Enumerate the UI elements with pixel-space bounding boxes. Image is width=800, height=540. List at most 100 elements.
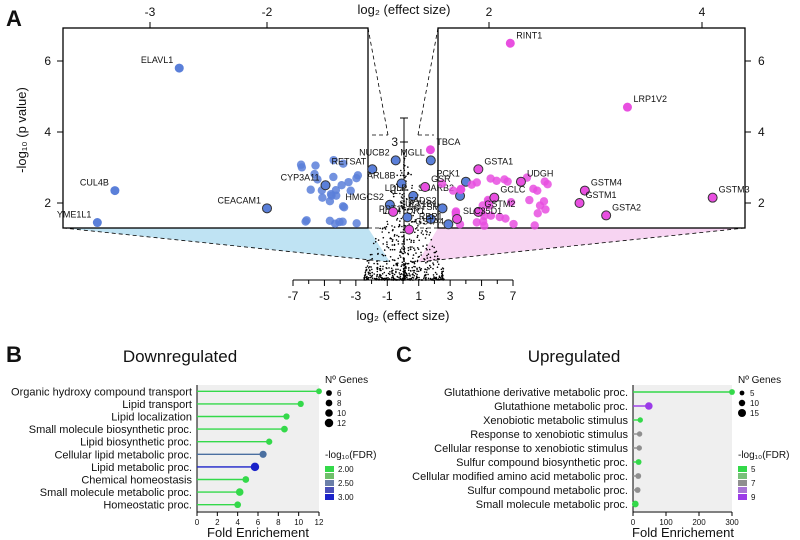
- center-point: [434, 271, 437, 274]
- center-point: [417, 256, 420, 258]
- center-point: [401, 247, 403, 249]
- center-point: [399, 275, 402, 278]
- center-point: [428, 268, 430, 270]
- down-point: [296, 160, 306, 169]
- x-tick-label: 0: [631, 518, 636, 527]
- center-point: [415, 252, 417, 254]
- center-point: [405, 274, 407, 277]
- center-point: [400, 169, 402, 172]
- center-point: [414, 266, 416, 268]
- center-point: [395, 239, 398, 241]
- center-point: [386, 223, 389, 225]
- center-point: [401, 252, 404, 255]
- bottom-tick-label: -3: [351, 289, 362, 303]
- panel-label-c: C: [396, 342, 412, 367]
- center-point: [398, 276, 400, 279]
- gene-label: GSTA1: [484, 156, 513, 166]
- center-point: [412, 269, 414, 272]
- legend-size-dot: [738, 399, 746, 407]
- center-point: [389, 271, 391, 273]
- center-point: [381, 277, 384, 279]
- center-point: [400, 231, 402, 234]
- down-point: [344, 177, 353, 187]
- center-point: [403, 250, 406, 253]
- center-point: [404, 262, 407, 265]
- center-point: [391, 240, 394, 243]
- gene-label: HMGCS2: [345, 192, 384, 202]
- center-point: [403, 269, 405, 271]
- center-point: [441, 267, 444, 269]
- center-point: [410, 221, 413, 223]
- bottom-axis-title: log₂ (effect size): [357, 308, 450, 323]
- center-point: [393, 234, 396, 236]
- lollipop-head: [316, 388, 322, 395]
- gene-point: [262, 203, 272, 214]
- panel-label-a: A: [6, 6, 22, 31]
- center-point: [410, 260, 412, 263]
- center-point: [386, 263, 388, 265]
- center-point: [417, 225, 419, 227]
- center-point: [402, 231, 404, 233]
- center-point: [369, 274, 371, 277]
- up-point: [472, 218, 481, 227]
- center-point: [431, 245, 434, 248]
- center-point: [395, 262, 398, 265]
- pathway-label: Homeostatic proc.: [103, 500, 192, 512]
- center-point: [403, 203, 406, 206]
- center-point: [416, 259, 419, 262]
- gene-label: NUCB2: [359, 147, 390, 157]
- center-point: [402, 257, 405, 259]
- center-point: [402, 263, 405, 265]
- legend-size-dot: [739, 390, 745, 396]
- center-point: [383, 249, 386, 251]
- center-point: [384, 212, 387, 214]
- pathway-label: Lipid metabolic proc.: [91, 462, 192, 474]
- center-point: [367, 262, 370, 264]
- pathway-label: Small molecule metabolic proc.: [476, 499, 628, 511]
- center-point: [365, 270, 367, 272]
- legend-size-dot: [325, 399, 333, 407]
- center-point: [419, 268, 422, 271]
- legend-color-swatch: [325, 494, 334, 500]
- center-point: [409, 248, 412, 250]
- connector-line: [417, 227, 746, 263]
- center-point: [385, 274, 388, 277]
- gene-point: [396, 178, 407, 189]
- center-point: [413, 239, 415, 242]
- center-point: [425, 271, 428, 274]
- center-point: [382, 243, 385, 245]
- center-point: [434, 277, 436, 279]
- pathway-label: Glutathione derivative metabolic proc.: [444, 387, 628, 399]
- gene-label-sotsm1: SOTSM1: [408, 202, 445, 212]
- center-point: [393, 273, 396, 276]
- center-point: [366, 275, 368, 278]
- center-point: [403, 159, 406, 161]
- pathway-label: Cellular lipid metabolic proc.: [54, 449, 192, 461]
- up-point: [533, 186, 542, 195]
- y-tick-label: 2: [44, 196, 51, 210]
- center-point: [424, 268, 426, 271]
- x-tick-label: 2: [215, 518, 220, 527]
- lollipop-head: [259, 450, 267, 458]
- center-point: [370, 266, 373, 268]
- center-point: [413, 269, 416, 272]
- center-point: [427, 277, 430, 280]
- center-point: [404, 251, 406, 254]
- center-point: [396, 264, 399, 267]
- center-point: [411, 184, 414, 187]
- center-point: [402, 240, 405, 243]
- pathway-label: Sulfur compound biosynthetic proc.: [456, 457, 628, 469]
- center-point: [377, 239, 380, 241]
- up-point: [525, 195, 534, 205]
- center-point: [378, 276, 380, 278]
- center-point: [413, 261, 416, 264]
- center-point: [403, 205, 405, 208]
- gene-point: [437, 203, 448, 214]
- center-point: [426, 260, 429, 263]
- center-point: [403, 273, 405, 276]
- gene-point: [515, 176, 526, 187]
- center-point: [429, 231, 432, 234]
- center-point: [433, 246, 436, 249]
- up-point: [533, 209, 542, 218]
- center-point: [371, 274, 374, 277]
